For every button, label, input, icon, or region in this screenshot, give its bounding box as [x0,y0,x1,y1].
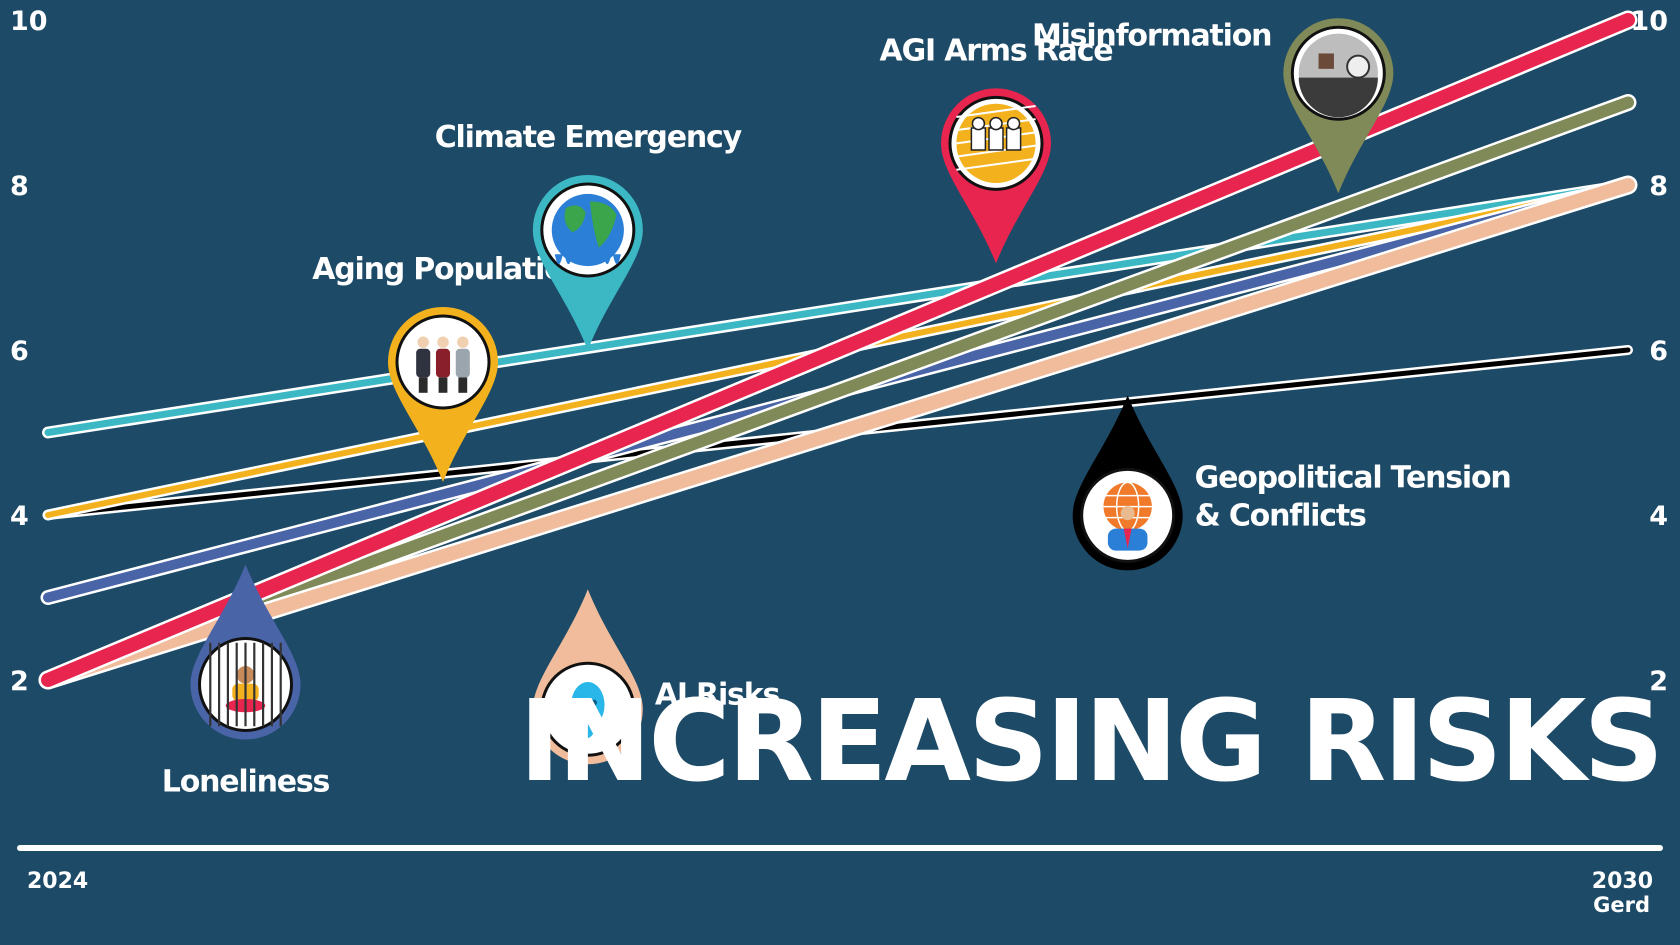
risk-label: Climate Emergency [435,120,743,155]
series-line-misinformation [39,94,1637,689]
headline: INCREASING RISKS [519,677,1661,807]
robot-head [971,116,986,131]
elder-legs [438,377,448,393]
y-tick-label-right-8: 8 [1649,171,1668,202]
globe-head-person-icon [1103,481,1152,551]
collage-badge [1346,54,1371,79]
y-tick-label-left-10: 10 [10,6,48,37]
elder-head [417,336,429,348]
risk-label: AGI Arms Race [880,33,1113,68]
elder-body [435,348,451,378]
y-tick-label-right-10: 10 [1630,6,1668,37]
elder-legs [458,377,468,393]
collage-figure [1318,53,1334,69]
y-tick-label-right-4: 4 [1649,501,1668,532]
globe-land-west [564,205,586,233]
melting-drip [612,254,621,265]
person-tie [1123,528,1132,549]
y-tick-labels: 2 2 4 4 6 6 8 8 10 10 [10,6,1668,697]
y-tick-label-left-8: 8 [10,171,29,202]
y-tick-label-left-6: 6 [10,336,29,367]
marker-ai-risks: AI Risks [532,589,781,765]
x-tick-label-2030: 2030 [1592,869,1653,894]
marker-misinformation: Misinformation [1032,18,1394,194]
risk-markers: Aging Population Loneliness AI Risks Climat… [162,18,1512,800]
marker-climate-emergency: Climate Emergency [435,120,744,350]
y-tick-label-right-2: 2 [1649,666,1668,697]
risk-label: Misinformation [1032,18,1271,53]
risk-label: Loneliness [162,765,330,800]
melting-drip [603,254,612,265]
person-behind-bars-icon [209,642,282,727]
track-lane [956,157,1036,171]
melting-drip [554,254,563,265]
risk-label: Geopolitical Tension [1195,460,1511,495]
ai-eye [590,699,597,706]
robot-runner [1005,127,1022,151]
elder-body [455,348,470,378]
robot-runner [970,127,987,151]
marker-agi-arms-race: AGI Arms Race [880,33,1114,264]
ai-face [571,681,605,728]
robot-head [1006,116,1021,131]
robot-runner [988,127,1004,151]
risk-label: AI Risks [655,677,780,712]
elder-head [457,336,469,348]
marker-loneliness: Loneliness [162,564,331,800]
ai-eye [578,699,585,706]
x-tick-label-2024: 2024 [27,869,88,894]
series-line-climate-emergency [42,179,1634,439]
marker-geopolitical-tension-conflicts: Geopolitical Tension& Conflicts [1072,395,1512,571]
y-tick-label-left-4: 4 [10,501,29,532]
misinformation-collage-icon [1298,33,1378,118]
elder-legs [418,377,428,393]
risk-label: Aging Population [312,252,584,287]
series-line-ai-risks [38,175,1638,690]
person-face [1120,506,1135,521]
marker-aging-population: Aging Population [312,252,585,482]
axes: 2024 2030 [17,845,1663,894]
collage-shadow [1298,77,1378,118]
melting-drip [564,254,573,265]
ai-face-icon [571,681,605,738]
series-line-core [44,181,1632,436]
robot-head [989,116,1003,131]
globe-land-east [590,201,617,248]
melting-drip [593,254,602,265]
melting-drip [574,254,583,265]
track-lane [956,144,1036,158]
ai-neck [579,726,597,738]
y-tick-label-left-2: 2 [10,666,29,697]
elderly-people-icon [416,336,470,393]
melting-globe-icon [551,193,624,267]
series-line-core [41,178,1635,687]
robot-race-icon [956,103,1036,183]
series-line-core [42,96,1634,686]
y-tick-label-right-6: 6 [1649,336,1668,367]
risk-label: & Conflicts [1195,498,1366,533]
track-lane [956,104,1036,118]
brand-logo: Gerd [1593,893,1650,917]
elder-body [416,348,431,378]
melting-drip [583,254,592,265]
series-line-core [41,13,1635,687]
series-line-agi-arms-race [38,10,1638,690]
elder-head [437,336,449,348]
series-lines [38,10,1638,690]
